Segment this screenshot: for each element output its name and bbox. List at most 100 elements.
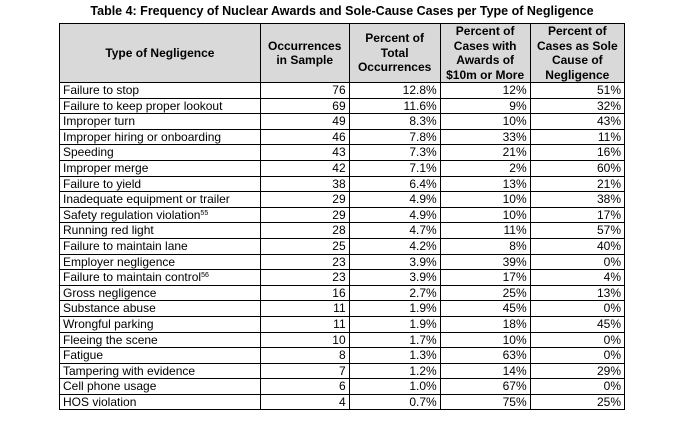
- cell-type: Wrongful parking: [59, 315, 261, 333]
- cell-percent-sole-cause: 21%: [529, 175, 626, 193]
- table-row: Failure to keep proper lookout 69 11.6% 9% 3…: [59, 97, 626, 115]
- cell-type: Improper merge: [59, 159, 261, 177]
- cell-type: Substance abuse: [59, 300, 261, 317]
- cell-percent-awards: 67%: [439, 378, 531, 395]
- cell-percent-total: 4.2%: [348, 237, 441, 255]
- cell-occurrences: 8: [259, 347, 350, 364]
- table-row: Running red light 28 4.7% 11% 57%: [59, 222, 626, 239]
- cell-percent-sole-cause: 0%: [529, 253, 626, 271]
- cell-type: Failure to maintain control56: [59, 269, 261, 286]
- cell-percent-awards: 63%: [439, 347, 531, 364]
- cell-percent-awards: 9%: [439, 97, 531, 115]
- cell-occurrences: 29: [259, 191, 350, 208]
- cell-type: HOS violation: [59, 393, 261, 411]
- table-row: Failure to stop 76 12.8% 12% 51%: [59, 82, 626, 99]
- cell-percent-sole-cause: 11%: [529, 128, 626, 146]
- table-row: Tampering with evidence 7 1.2% 14% 29%: [59, 362, 626, 380]
- table-row: Failure to maintain control56 23 3.9% 17% 4%: [59, 269, 626, 286]
- table-row: Failure to yield 38 6.4% 13% 21%: [59, 175, 626, 193]
- table-row: Gross negligence 16 2.7% 25% 13%: [59, 284, 626, 302]
- table-row: Wrongful parking 11 1.9% 18% 45%: [59, 315, 626, 333]
- cell-occurrences: 38: [259, 175, 350, 193]
- cell-percent-sole-cause: 4%: [529, 269, 626, 286]
- table-row: Improper hiring or onboarding 46 7.8% 33% 11…: [59, 128, 626, 146]
- negligence-type-label: Substance abuse: [63, 301, 156, 316]
- cell-percent-awards: 2%: [439, 159, 531, 177]
- cell-occurrences: 11: [259, 315, 350, 333]
- cell-percent-sole-cause: 16%: [529, 144, 626, 161]
- cell-percent-total: 1.9%: [348, 300, 441, 317]
- cell-percent-sole-cause: 0%: [529, 331, 626, 349]
- cell-percent-total: 4.9%: [348, 206, 441, 224]
- cell-percent-sole-cause: 13%: [529, 284, 626, 302]
- cell-percent-total: 11.6%: [348, 97, 441, 115]
- negligence-type-label: Inadequate equipment or trailer: [63, 192, 230, 207]
- header-percent-awards: Percent of Cases with Awards of $10m or …: [439, 23, 531, 83]
- cell-occurrences: 23: [259, 269, 350, 286]
- table-body: Failure to stop 76 12.8% 12% 51% Failure to k…: [59, 82, 626, 411]
- cell-percent-sole-cause: 43%: [529, 113, 626, 130]
- negligence-type-label: Failure to maintain control: [63, 270, 202, 285]
- cell-occurrences: 7: [259, 362, 350, 380]
- cell-percent-total: 6.4%: [348, 175, 441, 193]
- negligence-table: Type of Negligence Occurrences in Sample…: [59, 23, 626, 411]
- cell-percent-total: 3.9%: [348, 269, 441, 286]
- cell-type: Running red light: [59, 222, 261, 239]
- cell-percent-sole-cause: 40%: [529, 237, 626, 255]
- cell-occurrences: 76: [259, 82, 350, 99]
- cell-percent-awards: 10%: [439, 206, 531, 224]
- cell-percent-awards: 25%: [439, 284, 531, 302]
- cell-type: Fatigue: [59, 347, 261, 364]
- header-type: Type of Negligence: [59, 23, 261, 83]
- negligence-type-label: Wrongful parking: [63, 316, 154, 331]
- cell-percent-awards: 18%: [439, 315, 531, 333]
- cell-occurrences: 29: [259, 206, 350, 224]
- cell-occurrences: 43: [259, 144, 350, 161]
- cell-percent-total: 4.7%: [348, 222, 441, 239]
- cell-percent-awards: 13%: [439, 175, 531, 193]
- cell-percent-awards: 17%: [439, 269, 531, 286]
- cell-percent-total: 1.2%: [348, 362, 441, 380]
- table-row: Fleeing the scene 10 1.7% 10% 0%: [59, 331, 626, 349]
- negligence-type-label: Failure to keep proper lookout: [63, 98, 223, 113]
- header-occurrences: Occurrences in Sample: [259, 23, 350, 83]
- cell-percent-sole-cause: 51%: [529, 82, 626, 99]
- cell-percent-total: 0.7%: [348, 393, 441, 411]
- cell-type: Employer negligence: [59, 253, 261, 271]
- cell-type: Failure to yield: [59, 175, 261, 193]
- cell-occurrences: 11: [259, 300, 350, 317]
- cell-occurrences: 42: [259, 159, 350, 177]
- cell-percent-sole-cause: 45%: [529, 315, 626, 333]
- cell-percent-total: 7.8%: [348, 128, 441, 146]
- cell-occurrences: 16: [259, 284, 350, 302]
- table-row: Failure to maintain lane 25 4.2% 8% 40%: [59, 237, 626, 255]
- header-row: Type of Negligence Occurrences in Sample…: [59, 23, 626, 83]
- cell-occurrences: 4: [259, 393, 350, 411]
- cell-type: Fleeing the scene: [59, 331, 261, 349]
- negligence-type-label: Failure to yield: [63, 176, 142, 191]
- cell-percent-sole-cause: 32%: [529, 97, 626, 115]
- cell-percent-awards: 33%: [439, 128, 531, 146]
- cell-percent-awards: 75%: [439, 393, 531, 411]
- cell-percent-awards: 45%: [439, 300, 531, 317]
- cell-type: Cell phone usage: [59, 378, 261, 395]
- cell-percent-total: 1.9%: [348, 315, 441, 333]
- cell-percent-total: 1.7%: [348, 331, 441, 349]
- negligence-type-label: Improper hiring or onboarding: [63, 129, 222, 144]
- cell-percent-total: 8.3%: [348, 113, 441, 130]
- negligence-type-label: Speeding: [63, 145, 114, 160]
- negligence-type-label: HOS violation: [63, 394, 137, 409]
- cell-percent-sole-cause: 29%: [529, 362, 626, 380]
- cell-type: Safety regulation violation55: [59, 206, 261, 224]
- cell-type: Speeding: [59, 144, 261, 161]
- negligence-type-label: Fleeing the scene: [63, 332, 158, 347]
- cell-occurrences: 25: [259, 237, 350, 255]
- negligence-type-label: Safety regulation violation: [63, 207, 201, 222]
- footnote-marker: 56: [201, 272, 209, 280]
- cell-occurrences: 46: [259, 128, 350, 146]
- table-row: Employer negligence 23 3.9% 39% 0%: [59, 253, 626, 271]
- table-row: Inadequate equipment or trailer 29 4.9% 10%…: [59, 191, 626, 208]
- negligence-type-label: Employer negligence: [63, 254, 176, 269]
- cell-occurrences: 69: [259, 97, 350, 115]
- cell-percent-total: 7.3%: [348, 144, 441, 161]
